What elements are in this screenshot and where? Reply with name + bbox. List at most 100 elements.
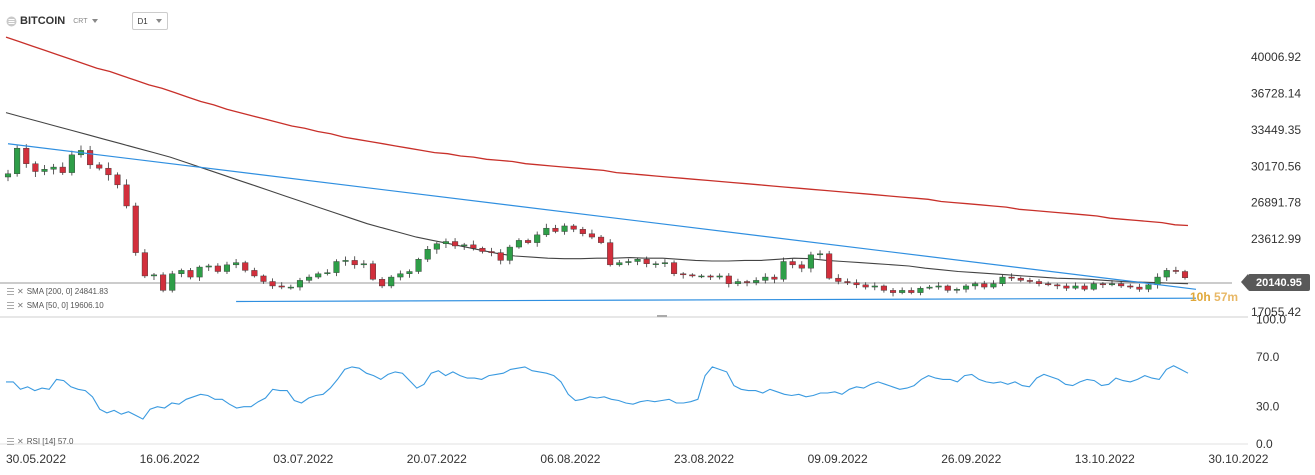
candle-body [908, 290, 915, 293]
date-tick-label: 13.10.2022 [1075, 452, 1135, 466]
rsi-value: 57.0 [57, 436, 74, 446]
candle-body [1181, 271, 1189, 278]
candle-body [296, 280, 303, 288]
candle-body [689, 274, 696, 277]
candle-body [570, 225, 577, 230]
candle-body [1017, 277, 1024, 281]
candle-body [141, 252, 148, 277]
candle-body [899, 290, 906, 293]
sma200-line [5, 36, 1189, 227]
rsi-tick-label: 30.0 [1256, 400, 1280, 414]
close-icon[interactable]: ✕ [17, 436, 24, 446]
candle-body [506, 246, 513, 261]
candle-body [607, 242, 614, 266]
candle-body [23, 147, 30, 164]
candle-body [561, 225, 568, 232]
candle-countdown: 10h 57m [1190, 290, 1238, 304]
candle-body [534, 234, 541, 243]
candle-body [762, 276, 769, 281]
sma50-value: 19606.10 [70, 300, 104, 310]
rsi-tick-label: 0.0 [1256, 437, 1273, 451]
date-tick-label: 06.08.2022 [540, 452, 600, 466]
rsi-label: RSI [14] [26, 436, 56, 446]
legend-rsi: ✕ RSI [14] 57.0 [7, 436, 73, 446]
candle-body [890, 290, 897, 293]
candle-body [588, 233, 595, 238]
candle-body [68, 154, 75, 173]
candle-body [643, 259, 650, 264]
candle-body [972, 283, 979, 287]
menu-icon[interactable] [7, 301, 14, 309]
timeframe-label: D1 [137, 16, 148, 26]
candle-body [1008, 276, 1015, 279]
rsi-tick-label: 70.0 [1256, 350, 1280, 364]
candle-body [707, 275, 714, 278]
candle-body [214, 265, 221, 272]
candle-body [333, 261, 340, 273]
candle-body [1099, 283, 1106, 286]
close-icon[interactable]: ✕ [17, 286, 24, 296]
candle-body [96, 164, 103, 169]
price-tick-label: 40006.92 [1251, 50, 1301, 64]
candle-body [725, 275, 732, 284]
candle-body [1154, 276, 1161, 286]
candle-body [698, 275, 705, 278]
candle-body [789, 261, 796, 266]
candle-body [1054, 284, 1061, 287]
candle-body [552, 227, 559, 232]
candle-body [497, 252, 504, 261]
price-tick-label: 33449.35 [1251, 123, 1301, 137]
candle-body [616, 262, 623, 266]
price-tick-label: 17055.42 [1251, 305, 1301, 319]
rsi-tick-label: 100.0 [1256, 313, 1286, 327]
timeframe-selector[interactable]: D1 [131, 12, 168, 30]
instrument-type-label: CRT [73, 17, 88, 25]
candle-body [734, 281, 741, 284]
candle-body [479, 247, 486, 252]
sma200-label: SMA [200, 0] [26, 286, 73, 296]
candle-body [114, 174, 121, 186]
legend-sma200: ✕ SMA [200, 0] 24841.83 [7, 286, 108, 296]
candle-body [753, 280, 760, 283]
menu-icon[interactable] [7, 287, 14, 295]
candle-body [807, 254, 814, 269]
date-tick-label: 23.08.2022 [674, 452, 734, 466]
candle-body [990, 283, 997, 288]
countdown-hours: 10h [1190, 290, 1211, 304]
candle-body [999, 276, 1006, 284]
menu-icon[interactable] [7, 437, 14, 445]
candle-body [14, 147, 21, 174]
candle-body [461, 244, 468, 247]
candle-body [625, 261, 632, 263]
candle-body [379, 279, 386, 287]
candle-body [278, 285, 285, 288]
bitcoin-icon [6, 16, 17, 26]
chevron-down-icon [155, 19, 162, 23]
candle-body [1127, 285, 1134, 288]
close-icon[interactable]: ✕ [17, 300, 24, 310]
countdown-minutes: 57m [1214, 290, 1239, 304]
candle-body [1118, 283, 1125, 287]
date-tick-label: 16.06.2022 [140, 452, 200, 466]
candle-body [1108, 283, 1116, 286]
candle-body [369, 263, 376, 280]
candle-body [652, 263, 659, 265]
candle-body [579, 229, 586, 234]
candle-body [1045, 283, 1052, 286]
candle-body [388, 276, 395, 287]
candle-body [953, 289, 960, 291]
candle-body [32, 163, 39, 172]
candle-body [817, 253, 824, 256]
candle-body [744, 281, 751, 283]
symbol-selector[interactable]: BITCOIN [6, 15, 65, 27]
price-tick-label: 23612.99 [1251, 232, 1301, 246]
candle-body [233, 262, 240, 266]
candle-body [1090, 283, 1097, 290]
candle-body [598, 236, 605, 243]
price-tick-label: 30170.56 [1251, 159, 1301, 173]
instrument-type-selector[interactable]: CRT [73, 17, 98, 25]
candle-body [926, 286, 933, 289]
candle-body [424, 249, 431, 260]
candle-body [123, 184, 130, 207]
